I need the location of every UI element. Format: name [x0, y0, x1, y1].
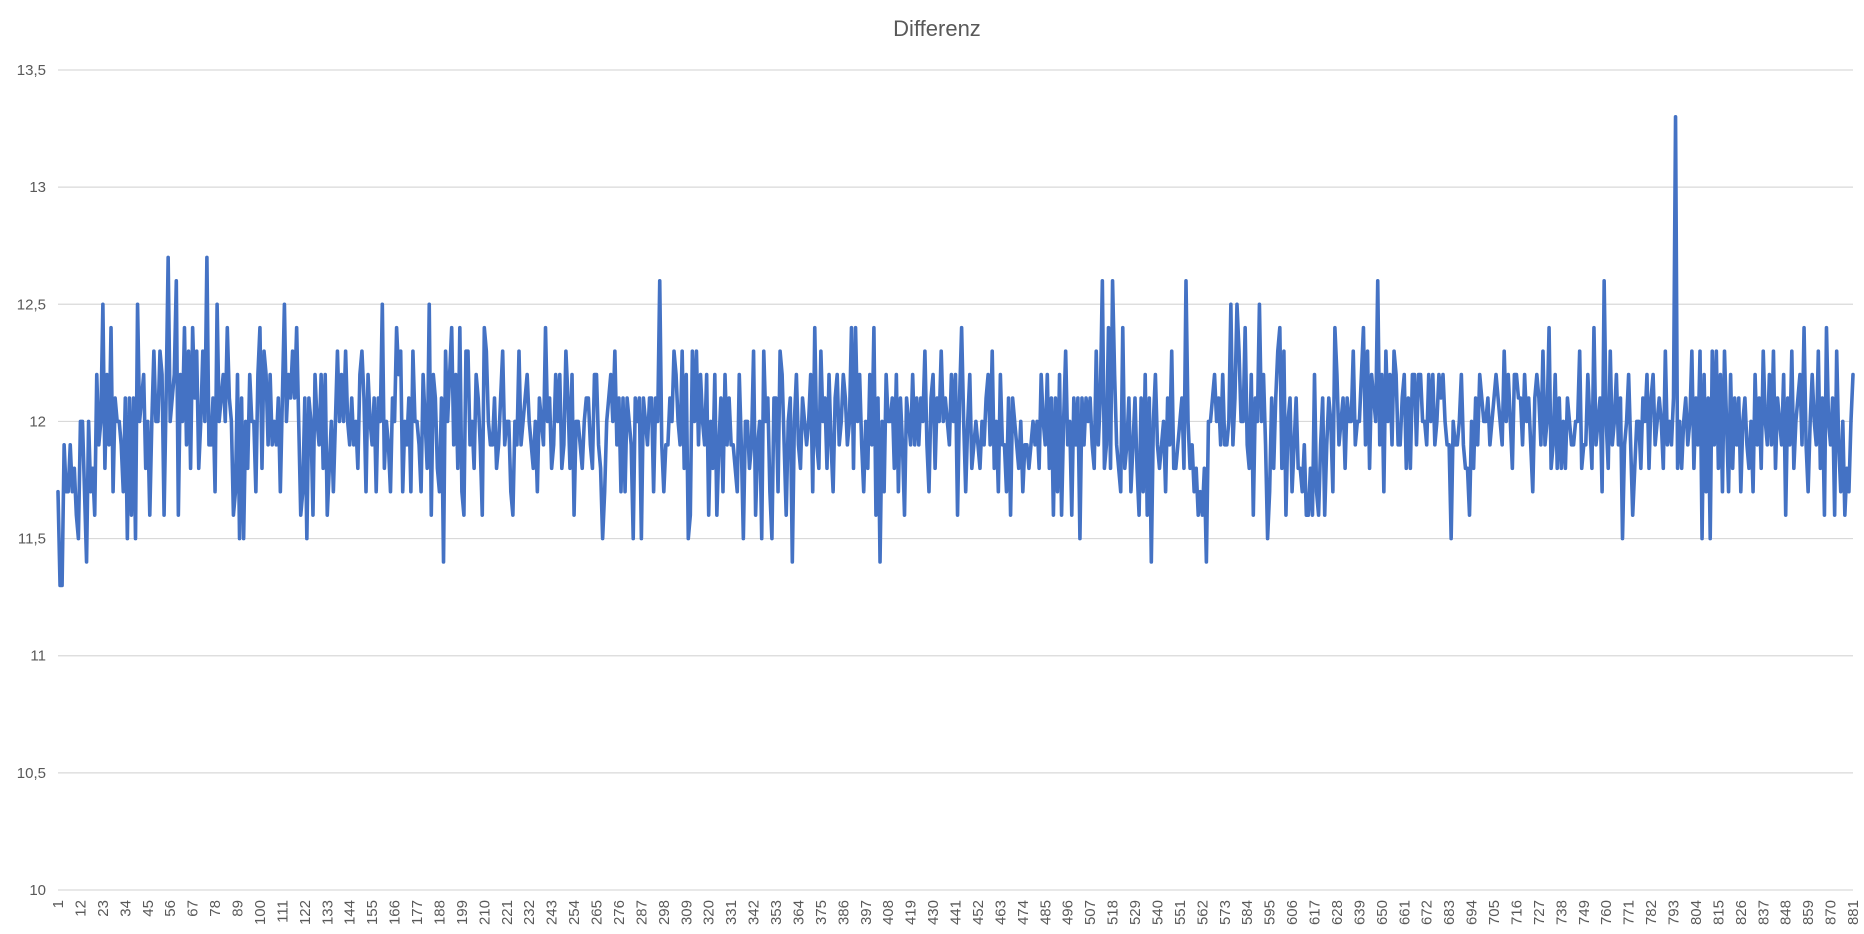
chart-title: Differenz — [893, 16, 981, 41]
y-tick-label: 13,5 — [17, 62, 46, 79]
x-tick-label: 243 — [544, 900, 561, 925]
x-tick-label: 749 — [1576, 900, 1593, 925]
x-tick-label: 540 — [1149, 900, 1166, 925]
x-tick-label: 760 — [1598, 900, 1615, 925]
x-tick-label: 100 — [252, 900, 269, 925]
x-tick-label: 56 — [162, 900, 179, 917]
x-tick-label: 177 — [409, 900, 426, 925]
x-tick-label: 804 — [1688, 900, 1705, 925]
x-tick-label: 78 — [207, 900, 224, 917]
x-tick-label: 738 — [1553, 900, 1570, 925]
x-tick-label: 23 — [95, 900, 112, 917]
x-tick-label: 254 — [566, 900, 583, 925]
x-tick-label: 474 — [1015, 900, 1032, 925]
x-tick-label: 650 — [1374, 900, 1391, 925]
y-tick-label: 11,5 — [18, 531, 46, 548]
x-tick-label: 67 — [185, 900, 202, 917]
x-tick-label: 771 — [1621, 900, 1638, 925]
x-tick-label: 353 — [768, 900, 785, 925]
x-tick-label: 408 — [880, 900, 897, 925]
x-tick-label: 584 — [1239, 900, 1256, 925]
y-tick-label: 12 — [29, 413, 46, 430]
x-tick-label: 298 — [656, 900, 673, 925]
x-tick-label: 188 — [431, 900, 448, 925]
x-tick-label: 496 — [1060, 900, 1077, 925]
x-tick-label: 881 — [1845, 900, 1862, 925]
x-tick-label: 309 — [678, 900, 695, 925]
x-tick-label: 419 — [903, 900, 920, 925]
x-tick-label: 628 — [1329, 900, 1346, 925]
x-tick-label: 364 — [790, 900, 807, 925]
x-tick-label: 683 — [1441, 900, 1458, 925]
x-tick-label: 89 — [230, 900, 247, 917]
x-tick-label: 672 — [1419, 900, 1436, 925]
x-tick-label: 837 — [1755, 900, 1772, 925]
x-tick-label: 342 — [746, 900, 763, 925]
x-tick-label: 595 — [1262, 900, 1279, 925]
x-tick-label: 155 — [364, 900, 381, 925]
x-tick-label: 34 — [117, 900, 134, 917]
x-tick-label: 705 — [1486, 900, 1503, 925]
x-tick-label: 452 — [970, 900, 987, 925]
x-tick-label: 639 — [1351, 900, 1368, 925]
x-tick-label: 562 — [1194, 900, 1211, 925]
x-tick-label: 551 — [1172, 900, 1189, 925]
x-tick-label: 782 — [1643, 900, 1660, 925]
y-tick-label: 10,5 — [17, 765, 46, 782]
x-tick-label: 441 — [948, 900, 965, 925]
x-tick-label: 111 — [274, 900, 291, 923]
x-tick-label: 518 — [1105, 900, 1122, 925]
x-tick-label: 133 — [319, 900, 336, 925]
x-tick-label: 485 — [1037, 900, 1054, 925]
y-tick-label: 13 — [29, 179, 46, 196]
x-tick-label: 661 — [1396, 900, 1413, 925]
x-tick-label: 793 — [1666, 900, 1683, 925]
x-tick-label: 199 — [454, 900, 471, 925]
x-tick-label: 375 — [813, 900, 830, 925]
x-tick-label: 386 — [835, 900, 852, 925]
x-tick-label: 694 — [1464, 900, 1481, 925]
x-tick-label: 397 — [858, 900, 875, 925]
x-tick-label: 859 — [1800, 900, 1817, 925]
x-tick-label: 1 — [50, 900, 67, 908]
x-tick-label: 210 — [476, 900, 493, 925]
x-tick-label: 276 — [611, 900, 628, 925]
y-tick-label: 11 — [30, 648, 46, 665]
x-tick-label: 573 — [1217, 900, 1234, 925]
x-tick-label: 826 — [1733, 900, 1750, 925]
x-tick-label: 716 — [1508, 900, 1525, 925]
x-tick-label: 606 — [1284, 900, 1301, 925]
data-line — [56, 115, 1855, 588]
x-tick-label: 331 — [723, 900, 740, 925]
x-tick-label: 507 — [1082, 900, 1099, 925]
x-tick-label: 848 — [1778, 900, 1795, 925]
x-tick-label: 320 — [701, 900, 718, 925]
y-tick-label: 10 — [29, 882, 46, 899]
x-tick-label: 529 — [1127, 900, 1144, 925]
x-tick-label: 870 — [1823, 900, 1840, 925]
x-tick-label: 45 — [140, 900, 157, 917]
x-tick-label: 144 — [342, 900, 359, 925]
y-tick-label: 12,5 — [17, 296, 46, 313]
x-tick-label: 221 — [499, 900, 516, 925]
x-tick-label: 430 — [925, 900, 942, 925]
x-tick-label: 287 — [633, 900, 650, 925]
x-tick-label: 815 — [1710, 900, 1727, 925]
x-tick-label: 12 — [72, 900, 89, 917]
x-tick-label: 166 — [387, 900, 404, 925]
x-tick-label: 463 — [992, 900, 1009, 925]
x-tick-label: 122 — [297, 900, 314, 925]
x-tick-label: 232 — [521, 900, 538, 925]
x-tick-label: 727 — [1531, 900, 1548, 925]
x-tick-label: 617 — [1307, 900, 1324, 925]
x-tick-label: 265 — [589, 900, 606, 925]
